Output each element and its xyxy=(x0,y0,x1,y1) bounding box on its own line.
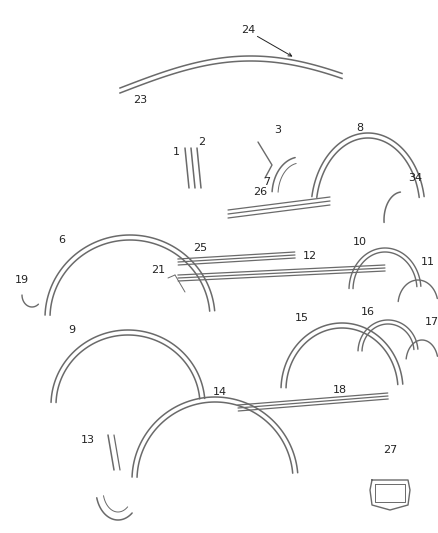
Text: 12: 12 xyxy=(303,251,317,261)
Text: 19: 19 xyxy=(15,275,29,285)
Text: 21: 21 xyxy=(151,265,165,275)
Text: 14: 14 xyxy=(213,387,227,397)
Text: 23: 23 xyxy=(133,95,147,105)
Text: 8: 8 xyxy=(357,123,364,133)
Text: 25: 25 xyxy=(193,243,207,253)
Text: 6: 6 xyxy=(59,235,66,245)
Text: 26: 26 xyxy=(253,187,267,197)
Text: 24: 24 xyxy=(241,25,255,35)
Text: 13: 13 xyxy=(81,435,95,445)
Text: 1: 1 xyxy=(173,147,180,157)
Text: 27: 27 xyxy=(383,445,397,455)
Text: 7: 7 xyxy=(263,177,271,187)
Text: 11: 11 xyxy=(421,257,435,267)
Text: 18: 18 xyxy=(333,385,347,395)
Text: 2: 2 xyxy=(198,137,205,147)
Text: 3: 3 xyxy=(275,125,282,135)
Text: 16: 16 xyxy=(361,307,375,317)
Text: 15: 15 xyxy=(295,313,309,323)
Text: 34: 34 xyxy=(408,173,422,183)
Text: 10: 10 xyxy=(353,237,367,247)
Text: 17: 17 xyxy=(425,317,438,327)
Text: 9: 9 xyxy=(68,325,76,335)
